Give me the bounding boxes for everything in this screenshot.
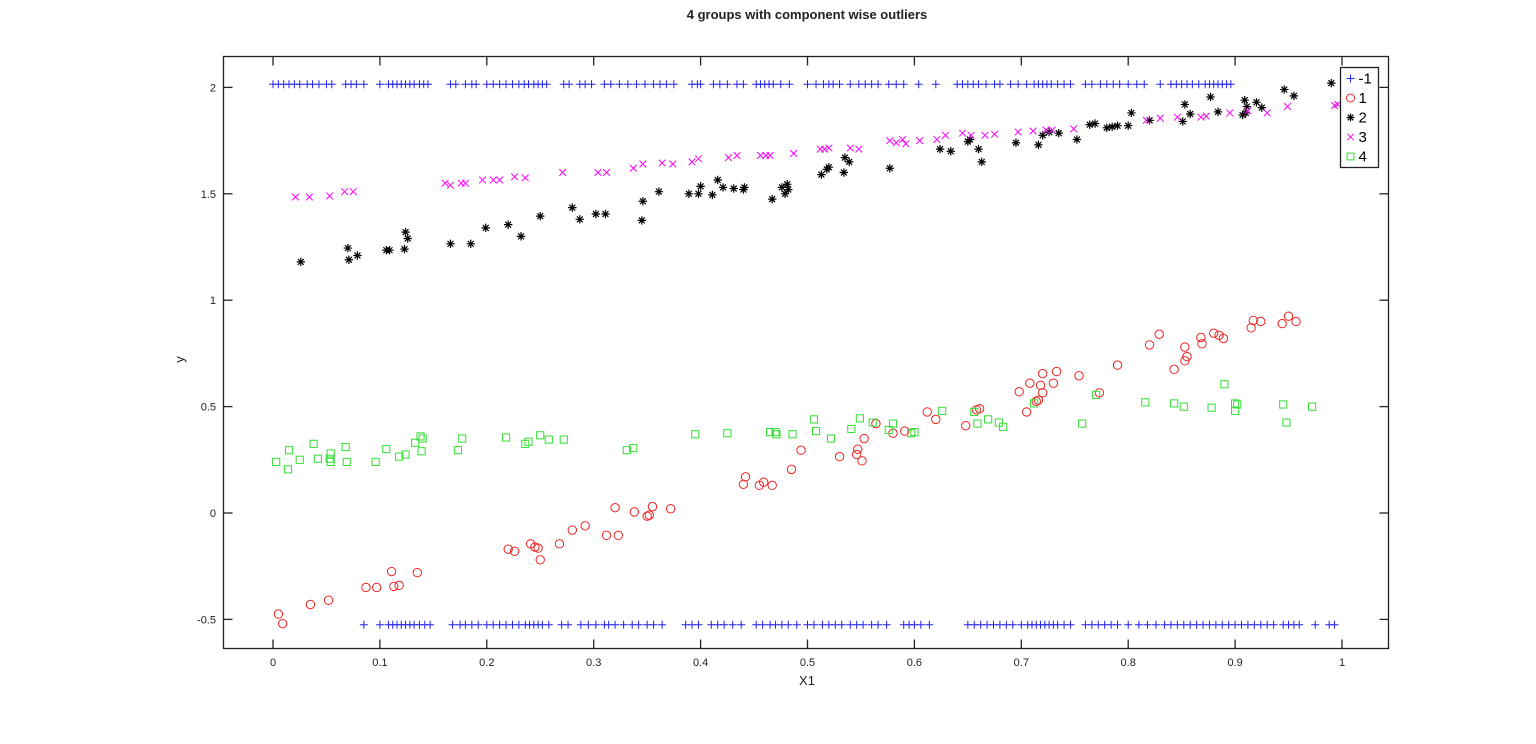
legend-item: 4	[1346, 149, 1367, 166]
legend-label: 2	[1359, 110, 1367, 127]
legend: -1 1 2 3 4	[1339, 66, 1380, 169]
x-tick-label: 0.5	[800, 657, 815, 669]
x-tick-label: 0.3	[586, 657, 601, 669]
series-1	[273, 311, 1301, 629]
x-tick-label: 0.7	[1014, 657, 1029, 669]
legend-label: -1	[1359, 71, 1372, 88]
legend-label: 3	[1359, 129, 1367, 146]
legend-item: 2	[1346, 110, 1367, 127]
y-tick-label: 1	[210, 295, 216, 307]
legend-label: 4	[1359, 149, 1367, 166]
series--1	[269, 80, 1339, 629]
data-points	[269, 78, 1342, 629]
legend-item: 1	[1346, 90, 1367, 107]
x-tick-label: 1	[1339, 657, 1345, 669]
y-tick-label: 2	[210, 82, 216, 94]
series-2	[296, 78, 1336, 267]
x-tick-label: 0.8	[1121, 657, 1136, 669]
plot-frame	[222, 55, 1390, 650]
x-tick-label: 0.4	[693, 657, 708, 669]
legend-item: -1	[1346, 71, 1372, 88]
series-3	[291, 100, 1342, 201]
series-4	[272, 380, 1317, 474]
y-tick-label: -0.5	[197, 614, 216, 626]
axis-ticks: 0 0.1 0.2 0.3 0.4 0.5 0.6 0.7 0.8 0.9 1 -0.5 0 0.5 1 1.…	[197, 56, 1389, 669]
x-tick-label: 0.1	[372, 657, 387, 669]
y-tick-label: 1.5	[201, 189, 216, 201]
x-axis-label: X1	[799, 673, 815, 688]
x-tick-label: 0.9	[1227, 657, 1242, 669]
legend-label: 1	[1359, 90, 1367, 107]
y-tick-label: 0	[210, 508, 216, 520]
x-tick-label: 0	[270, 657, 276, 669]
x-tick-label: 0.6	[907, 657, 922, 669]
legend-item: 3	[1346, 129, 1367, 146]
x-tick-label: 0.2	[479, 657, 494, 669]
y-tick-label: 0.5	[201, 402, 216, 414]
chart-title: 4 groups with component wise outliers	[686, 7, 928, 22]
